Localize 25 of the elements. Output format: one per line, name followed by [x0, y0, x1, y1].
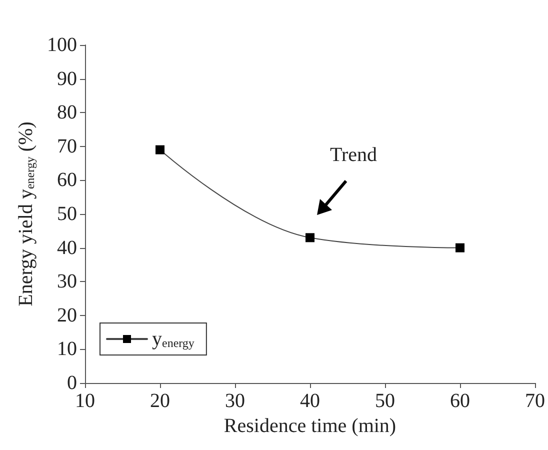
- y-tick-label: 80: [57, 102, 77, 124]
- y-tick-label: 30: [57, 270, 77, 293]
- point: [156, 145, 164, 154]
- y-tick-label: 0: [67, 372, 77, 394]
- annotation: Trend: [330, 144, 378, 166]
- y-tick-label: 20: [57, 304, 77, 326]
- y-tick-label: 50: [57, 203, 77, 225]
- x-tick-label: 50: [375, 390, 395, 412]
- x-tick-label: 30: [225, 390, 245, 412]
- x-tick-label: 40: [300, 390, 320, 412]
- x-axis-title: Residence time (min): [224, 414, 396, 437]
- y-tick-label: 40: [57, 236, 77, 259]
- x-tick-label: 10: [75, 390, 95, 412]
- y-tick-label: 100: [47, 34, 77, 56]
- y-tick-label: 90: [57, 68, 77, 90]
- point: [306, 233, 314, 242]
- point: [456, 243, 464, 252]
- legend-label: yenergy: [152, 328, 194, 350]
- x-tick-label: 70: [525, 390, 545, 412]
- x-tick-label: 20: [150, 390, 170, 412]
- y-axis-title: Energy yield yenergy (%): [15, 122, 38, 306]
- y-tick-label: 60: [57, 169, 77, 192]
- y-tick-label: 10: [57, 338, 77, 360]
- x-tick-label: 60: [450, 390, 470, 412]
- y-tick-label: 70: [57, 135, 77, 158]
